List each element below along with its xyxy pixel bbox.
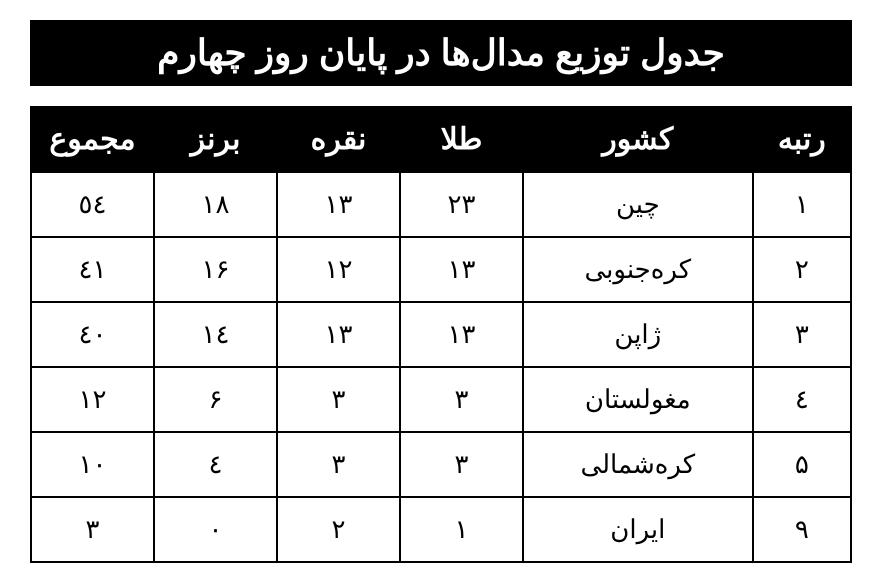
table-row: ۵ کره‌شمالی ۳ ۳ ٤ ۱۰: [31, 432, 851, 497]
cell-total: ٤١: [31, 237, 154, 302]
table-row: ٤ مغولستان ۳ ۳ ۶ ۱۲: [31, 367, 851, 432]
cell-bronze: ۱۶: [154, 237, 277, 302]
cell-total: ۳: [31, 497, 154, 562]
cell-bronze: ۶: [154, 367, 277, 432]
table-header-row: رتبه کشور طلا نقره برنز مجموع: [31, 107, 851, 172]
cell-rank: ۲: [753, 237, 851, 302]
cell-country: کره‌جنوبی: [523, 237, 753, 302]
cell-country: چین: [523, 172, 753, 237]
cell-silver: ۳: [277, 432, 400, 497]
cell-total: ٤٠: [31, 302, 154, 367]
page-title: جدول توزیع مدال‌ها در پایان روز چهارم: [30, 20, 852, 86]
table-row: ۳ ژاپن ۱۳ ۱۳ ١٤ ٤٠: [31, 302, 851, 367]
col-header-silver: نقره: [277, 107, 400, 172]
cell-silver: ۱۲: [277, 237, 400, 302]
cell-bronze: ۰: [154, 497, 277, 562]
cell-gold: ۳: [400, 432, 523, 497]
cell-silver: ۳: [277, 367, 400, 432]
col-header-gold: طلا: [400, 107, 523, 172]
cell-silver: ۲: [277, 497, 400, 562]
cell-gold: ۱۳: [400, 302, 523, 367]
cell-rank: ۹: [753, 497, 851, 562]
cell-silver: ۱۳: [277, 172, 400, 237]
cell-bronze: ١٤: [154, 302, 277, 367]
cell-rank: ۵: [753, 432, 851, 497]
table-row: ۹ ایران ۱ ۲ ۰ ۳: [31, 497, 851, 562]
cell-rank: ٤: [753, 367, 851, 432]
cell-rank: ۳: [753, 302, 851, 367]
cell-country: ایران: [523, 497, 753, 562]
cell-bronze: ۱۸: [154, 172, 277, 237]
col-header-bronze: برنز: [154, 107, 277, 172]
cell-total: ۱۰: [31, 432, 154, 497]
col-header-rank: رتبه: [753, 107, 851, 172]
cell-country: مغولستان: [523, 367, 753, 432]
cell-total: ٥٤: [31, 172, 154, 237]
cell-gold: ۱: [400, 497, 523, 562]
cell-total: ۱۲: [31, 367, 154, 432]
cell-bronze: ٤: [154, 432, 277, 497]
cell-gold: ۱۳: [400, 237, 523, 302]
col-header-total: مجموع: [31, 107, 154, 172]
cell-country: کره‌شمالی: [523, 432, 753, 497]
cell-country: ژاپن: [523, 302, 753, 367]
col-header-country: کشور: [523, 107, 753, 172]
medals-table: رتبه کشور طلا نقره برنز مجموع ۱ چین ۲۳ ۱…: [30, 106, 852, 563]
table-row: ۲ کره‌جنوبی ۱۳ ۱۲ ۱۶ ٤١: [31, 237, 851, 302]
cell-rank: ۱: [753, 172, 851, 237]
cell-silver: ۱۳: [277, 302, 400, 367]
cell-gold: ۲۳: [400, 172, 523, 237]
table-row: ۱ چین ۲۳ ۱۳ ۱۸ ٥٤: [31, 172, 851, 237]
cell-gold: ۳: [400, 367, 523, 432]
